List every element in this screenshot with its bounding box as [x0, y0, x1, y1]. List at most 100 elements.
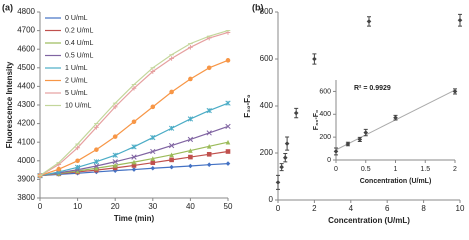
marker — [150, 148, 156, 155]
marker — [94, 147, 99, 152]
marker — [187, 136, 194, 143]
legend-label: 1 U/mL — [65, 65, 88, 72]
x-tick-label: 0.5 — [361, 166, 371, 173]
marker — [74, 164, 81, 170]
marker — [188, 148, 193, 153]
panel-label: (a) — [2, 2, 13, 12]
y-tick-label: 0 — [269, 195, 274, 204]
legend-label: 0.5 U/mL — [65, 52, 94, 59]
marker — [131, 119, 137, 125]
x-axis-title: Concentration (U/mL) — [328, 216, 410, 225]
annotation: R² = 0.9929 — [354, 85, 391, 92]
marker — [357, 137, 363, 142]
y-tick-label: 4100 — [17, 137, 35, 146]
marker — [131, 163, 137, 168]
marker — [225, 100, 231, 106]
y-tick-label: 4300 — [17, 100, 35, 109]
marker — [131, 144, 137, 150]
figure: 3800390040004100420043004400450046004700… — [2, 2, 465, 225]
marker — [169, 56, 174, 61]
marker — [168, 142, 175, 149]
marker — [150, 160, 156, 165]
y-tick-label: 200 — [260, 148, 274, 157]
x-axis-title: Concentration (U/mL) — [360, 178, 432, 185]
y-tick-label: 4600 — [17, 44, 35, 53]
marker — [206, 107, 212, 114]
x-tick-label: 2 — [312, 204, 317, 213]
y-tick-label: 400 — [319, 111, 331, 118]
legend-label: 10 U/mL — [65, 102, 92, 109]
marker — [112, 162, 118, 168]
y-tick-label: 4800 — [17, 7, 35, 16]
marker — [279, 164, 284, 170]
marker — [131, 154, 137, 160]
x-tick-label: 10 — [456, 204, 465, 213]
marker — [393, 115, 398, 121]
marker — [112, 159, 118, 165]
marker — [169, 89, 174, 95]
y-tick-label: 4200 — [17, 119, 35, 128]
marker — [169, 157, 174, 163]
y-tick-label: 800 — [260, 7, 274, 16]
marker — [94, 125, 99, 130]
marker — [333, 149, 339, 154]
marker — [75, 145, 80, 151]
marker — [112, 134, 118, 139]
y-tick-label: 3900 — [17, 175, 35, 184]
marker — [56, 166, 62, 172]
x-tick-label: 2 — [453, 166, 457, 173]
marker — [150, 104, 156, 110]
marker — [363, 130, 369, 135]
y-axis-title: F₃₀-F₀ — [243, 94, 252, 118]
marker — [150, 69, 156, 74]
marker — [188, 76, 193, 82]
legend-label: 0.2 U/mL — [65, 27, 94, 34]
x-tick-label: 8 — [421, 204, 426, 213]
marker — [112, 165, 118, 171]
marker — [131, 85, 137, 91]
marker — [112, 168, 118, 173]
marker — [112, 152, 118, 158]
marker — [284, 141, 290, 146]
y-tick-label: 200 — [319, 134, 331, 141]
marker — [188, 45, 193, 50]
marker — [131, 167, 137, 172]
x-tick-label: 50 — [224, 202, 233, 211]
marker — [206, 130, 212, 136]
x-tick-label: 0 — [276, 204, 281, 213]
marker — [112, 104, 118, 110]
marker — [457, 17, 463, 23]
marker — [312, 56, 317, 62]
marker — [188, 154, 193, 160]
marker — [131, 159, 137, 165]
marker — [168, 125, 175, 131]
y-axis-title: Fluorescence Intensity — [5, 61, 14, 148]
marker — [275, 180, 281, 185]
marker — [206, 143, 212, 149]
x-tick-label: 4 — [349, 204, 354, 213]
marker — [345, 141, 351, 147]
x-tick-label: 1.5 — [420, 166, 430, 173]
marker — [206, 151, 212, 157]
marker — [188, 163, 193, 169]
y-axis-title: F₃₀-F₀ — [313, 110, 320, 130]
marker — [206, 162, 212, 168]
marker — [150, 134, 156, 141]
y-tick-label: 0 — [327, 157, 331, 164]
x-axis-title: Time (min) — [114, 214, 155, 223]
marker — [282, 155, 288, 160]
marker — [150, 165, 156, 171]
marker — [75, 158, 80, 164]
marker — [293, 110, 299, 116]
marker — [225, 58, 231, 63]
legend-label: 0 U/mL — [65, 15, 88, 22]
marker — [169, 152, 174, 158]
x-tick-label: 6 — [385, 204, 390, 213]
marker — [225, 161, 231, 166]
marker — [75, 168, 80, 174]
marker — [94, 165, 99, 171]
x-tick-label: 20 — [111, 202, 120, 211]
y-tick-label: 3800 — [17, 193, 35, 202]
marker — [225, 123, 231, 130]
x-tick-label: 1 — [394, 166, 398, 173]
